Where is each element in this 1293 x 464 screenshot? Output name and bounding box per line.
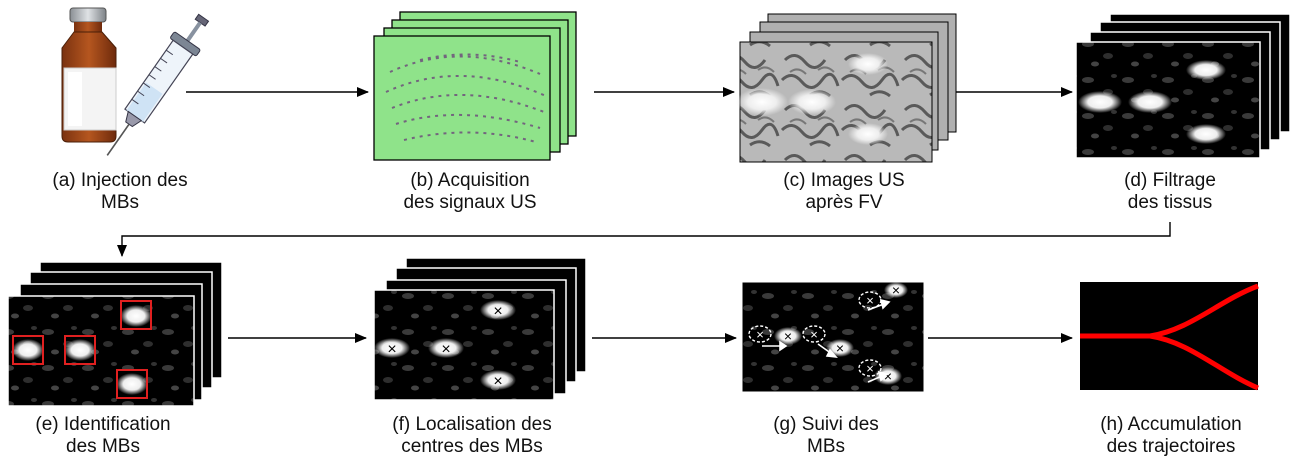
caption-e: (e) Identification des MBs [0,414,206,458]
caption-d: (d) Filtrage des tissus [1060,170,1280,214]
tracking-frame: × × × × × × × × [741,281,925,393]
center-marker: × [493,303,502,320]
us-signal-stack [373,11,577,161]
syringe-icon [106,13,210,156]
detection-box [116,369,148,399]
identification-stack [7,261,223,407]
caption-line: des signaux US [403,192,537,213]
center-marker: × [784,328,792,344]
us-image-stack [736,13,957,163]
previous-center-marker: × [866,361,874,376]
center-marker: × [836,340,844,356]
detection-box [12,335,44,365]
caption-line: (e) Identification [35,414,171,435]
caption-f: (f) Localisation des centres des MBs [360,414,584,458]
trajectory-frame [1080,282,1259,391]
caption-line: (c) Images US [783,170,905,191]
caption-line: des tissus [1127,192,1213,213]
vial-syringe-illustration [61,7,210,156]
center-marker: × [387,341,396,358]
caption-a: (a) Injection des MBs [10,170,230,214]
caption-c: (c) Images US après FV [734,170,954,214]
trajectory-branch-lower [1149,333,1259,391]
caption-line: centres des MBs [401,436,543,457]
caption-line: MBs [101,192,139,213]
detection-box [64,335,96,365]
previous-center-marker: × [866,293,874,308]
caption-line: des MBs [66,436,140,457]
flow-arrows [117,87,1171,343]
center-marker: × [884,368,892,384]
caption-line: (f) Localisation des [392,414,552,435]
caption-line: (b) Acquisition [410,170,530,191]
localization-stack: × × × × [373,257,587,401]
center-marker: × [493,373,502,390]
caption-line: après FV [805,192,883,213]
center-marker: × [892,282,900,298]
caption-line: des trajectoires [1106,436,1236,457]
caption-line: (d) Filtrage [1124,170,1216,191]
arrow-d-e [117,222,1171,257]
filtered-image-stack [1075,13,1291,159]
previous-center-marker: × [756,327,764,342]
detection-box [120,300,152,330]
trajectory-branch-upper [1149,283,1259,339]
previous-center-marker: × [810,327,818,342]
vial-icon [61,7,117,143]
caption-h: (h) Accumulation des trajectoires [1058,414,1284,458]
caption-line: (a) Injection des [52,170,188,191]
caption-g: (g) Suivi des MBs [726,414,926,458]
caption-line: MBs [807,436,845,457]
center-marker: × [441,341,450,358]
caption-b: (b) Acquisition des signaux US [360,170,580,214]
caption-line: (h) Accumulation [1100,414,1242,435]
caption-line: (g) Suivi des [773,414,879,435]
